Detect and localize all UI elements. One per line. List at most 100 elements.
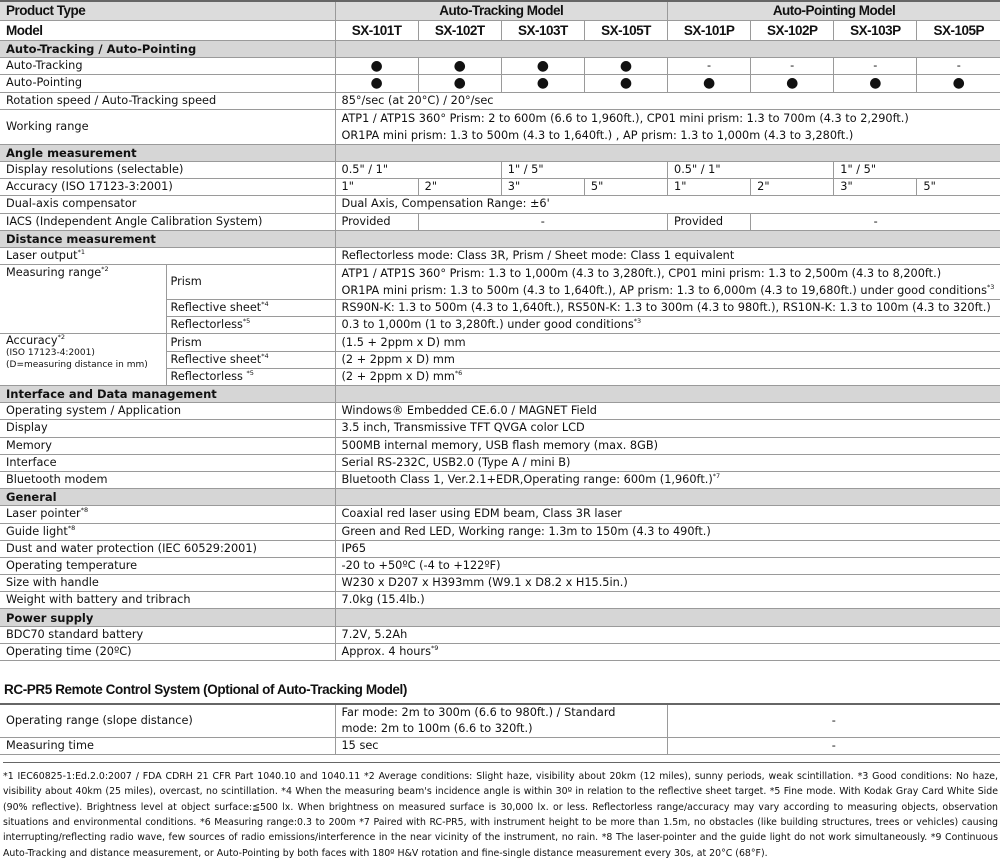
section-distance-measurement: Distance measurement	[0, 229, 1000, 248]
spec-value-text: 85°/sec (at 20°C) / 20°/sec	[341, 93, 494, 107]
spec-value-text: 7.0kg (15.4lb.)	[341, 593, 425, 607]
spec-value: RS90N-K: 1.3 to 500m (4.3 to 1,640ft.), …	[334, 299, 1000, 318]
spec-row: Reflectorless*5 0.3 to 1,000m (1 to 3,280…	[0, 316, 1000, 335]
spec-value-text: IP65	[341, 541, 367, 555]
section-fill	[334, 384, 1000, 404]
section-fill	[334, 143, 1000, 162]
spec-value-text: Bluetooth Class 1, Ver.2.1+EDR,Operating…	[341, 473, 713, 487]
row-label: Dual-axis compensator	[0, 195, 336, 214]
row-label: Interface	[0, 453, 336, 472]
spec-value-text: Provided	[674, 214, 724, 228]
spec-value: 3"	[500, 178, 585, 197]
row-label: Operating temperature	[0, 556, 336, 576]
footnote-ref: *3	[986, 283, 995, 292]
spec-row: Operating system / Application Windows® E…	[0, 402, 1000, 421]
spec-value: ●	[334, 74, 419, 93]
spec-value: -	[833, 57, 918, 76]
spec-value: 5"	[583, 178, 669, 197]
spec-row: Rotation speed / Auto-Tracking speed 85°/…	[0, 91, 1000, 110]
section-title: General	[0, 488, 336, 507]
spec-row: Interface Serial RS-232C, USB2.0 (Type A …	[0, 453, 1000, 472]
spec-value-text: -	[873, 214, 878, 228]
spec-value: Windows® Embedded CE.6.0 / MAGNET Field	[334, 402, 1000, 421]
spec-value-text: -	[540, 214, 545, 228]
model-label: Model	[0, 20, 336, 41]
spec-value: -	[750, 57, 835, 76]
spec-value-text: 2"	[757, 180, 770, 194]
spec-value: 2"	[750, 178, 835, 197]
remote-control-table: Operating range (slope distance) Far mode…	[0, 703, 1000, 756]
spec-row: Laser pointer*8 Coaxial red laser using E…	[0, 505, 1000, 524]
spec-value: 1"	[334, 178, 419, 197]
row-label-text: Accuracy	[6, 334, 58, 348]
spec-row: Memory 500MB internal memory, USB flash m…	[0, 436, 1000, 455]
section-fill	[334, 39, 1000, 59]
row-label: IACS (Independent Angle Calibration Syst…	[0, 212, 336, 231]
spec-value: 7.0kg (15.4lb.)	[334, 591, 1000, 610]
spec-value-text: -	[873, 59, 878, 73]
spec-row: Display resolutions (selectable) 0.5" / 1…	[0, 160, 1000, 180]
spec-row: IACS (Independent Angle Calibration Syst…	[0, 212, 1000, 231]
row-label: BDC70 standard battery	[0, 625, 336, 644]
spec-value: ●	[916, 74, 1000, 93]
spec-value: ●	[417, 57, 502, 76]
section-title: Auto-Tracking / Auto-Pointing	[0, 39, 336, 59]
spec-value: Green and Red LED, Working range: 1.3m t…	[334, 522, 1000, 541]
spec-value-text: 1"	[341, 180, 354, 194]
model-sx-105p: SX-105P	[916, 20, 1000, 41]
row-sublabel-text: Reflectorless	[170, 369, 247, 383]
row-label: Operating time (20ºC)	[0, 642, 336, 662]
row-label: Laser output*1	[0, 246, 336, 266]
spec-value-text: ●	[619, 58, 633, 75]
row-label-text: Memory	[6, 438, 52, 452]
spec-row: Accuracy*2 (ISO 17123-4:2001) (D=measuring…	[0, 333, 1000, 386]
section-power-supply: Power supply	[0, 608, 1000, 627]
section-general: General	[0, 488, 1000, 507]
spec-value-text: ●	[619, 75, 633, 92]
spec-value: -	[667, 57, 752, 76]
row-label: Dust and water protection (IEC 60529:200…	[0, 539, 336, 558]
remote-value-line: Far mode: 2m to 300m (6.6 to 980ft.) / S…	[341, 706, 616, 719]
spec-value: 2"	[417, 178, 502, 197]
spec-row: Display 3.5 inch, Transmissive TFT QVGA c…	[0, 419, 1000, 438]
section-title: Interface and Data management	[0, 384, 336, 404]
spec-value-text: 1"	[674, 180, 687, 194]
spec-value: Provided	[667, 212, 752, 231]
spec-value-text: Dual Axis, Compensation Range: ±6'	[341, 197, 550, 211]
spec-value-line: OR1PA mini prism: 1.3 to 500m (4.3 to 1,…	[341, 128, 854, 142]
spec-value: -	[750, 212, 1000, 231]
row-label: Display resolutions (selectable)	[0, 160, 336, 180]
footnote-ref: *8	[80, 506, 89, 515]
row-label: Bluetooth modem	[0, 470, 336, 490]
spec-value: ●	[583, 74, 669, 93]
spec-value-text: Approx. 4 hours	[341, 644, 431, 658]
row-label-text: Display resolutions (selectable)	[6, 163, 184, 177]
spec-value: Coaxial red laser using EDM beam, Class …	[334, 505, 1000, 524]
spec-value-line: ATP1 / ATP1S 360° Prism: 1.3 to 1,000m (…	[341, 267, 942, 281]
spec-value-text: 5"	[590, 180, 604, 194]
spec-value: (1.5 + 2ppm x D) mm	[334, 333, 1000, 352]
section-title: Distance measurement	[0, 229, 336, 248]
spec-value-text: Windows® Embedded CE.6.0 / MAGNET Field	[341, 404, 597, 418]
auto-pointing-model-header: Auto-Pointing Model	[667, 0, 1000, 21]
spec-value-text: 3.5 inch, Transmissive TFT QVGA color LC…	[341, 421, 585, 435]
footnote-ref: *3	[633, 317, 642, 326]
spec-value-text: ●	[786, 75, 799, 92]
spec-value: Dual Axis, Compensation Range: ±6'	[334, 195, 1000, 214]
model-sx-101p: SX-101P	[667, 20, 752, 41]
spec-value-text: (1.5 + 2ppm x D) mm	[341, 335, 466, 349]
remote-value-line: mode: 2m to 100m (6.6 to 320ft.)	[341, 722, 533, 735]
spec-row: Dual-axis compensator Dual Axis, Compensa…	[0, 195, 1000, 214]
spec-value-text: 1" / 5"	[840, 163, 877, 177]
spec-value: 7.2V, 5.2Ah	[334, 625, 1000, 644]
row-label: Accuracy*2 (ISO 17123-4:2001) (D=measuring…	[0, 333, 167, 386]
spec-row: Laser output*1 Reflectorless mode: Class …	[0, 246, 1000, 266]
footnote-ref: *4	[261, 300, 269, 309]
spec-value-text: ●	[952, 75, 965, 92]
spec-value: Serial RS-232C, USB2.0 (Type A / mini B)	[334, 453, 1000, 472]
spec-value: ●	[500, 74, 585, 93]
row-label-text: Weight with battery and tribrach	[6, 593, 191, 607]
row-sublabel: Reflective sheet*4	[165, 299, 336, 318]
spec-value-text: Serial RS-232C, USB2.0 (Type A / mini B)	[341, 455, 571, 469]
row-label-text: Operating time (20ºC)	[6, 644, 132, 658]
